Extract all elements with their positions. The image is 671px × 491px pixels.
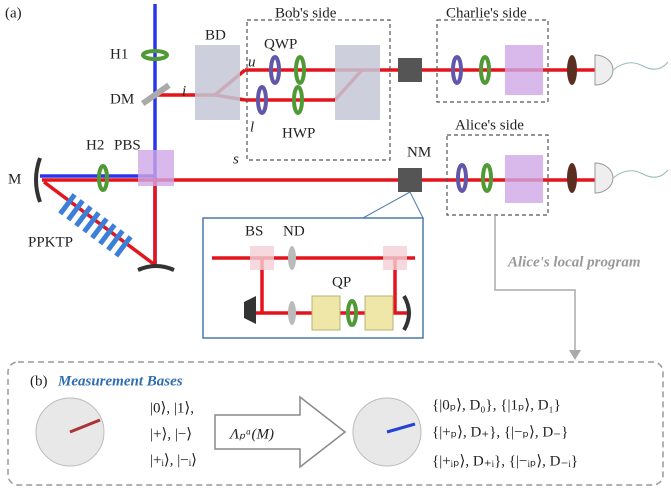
component-label: M bbox=[8, 171, 21, 187]
bs-cube bbox=[250, 246, 274, 270]
detector bbox=[595, 163, 613, 193]
component-label: QWP bbox=[264, 36, 297, 52]
mirror-m bbox=[36, 158, 40, 202]
program-arrowhead bbox=[569, 350, 581, 360]
nm-cube bbox=[398, 168, 422, 192]
basis-line: {|+ₚ⟩, D₊}, {|−ₚ⟩, D₋} bbox=[432, 424, 568, 440]
bd-cube bbox=[335, 45, 380, 120]
component-label: ND bbox=[283, 223, 305, 239]
map-label: Λₚᵃ(M) bbox=[228, 426, 274, 442]
bd-cube bbox=[195, 45, 240, 120]
component-label: BD bbox=[205, 27, 226, 43]
filter bbox=[567, 163, 577, 193]
region-title: Alice's side bbox=[455, 117, 524, 133]
mode-label: u bbox=[248, 54, 256, 70]
region-title: Charlie's side bbox=[446, 5, 527, 21]
nd-filter bbox=[288, 246, 296, 270]
component-label: HWP bbox=[282, 125, 315, 141]
component-label: PPKTP bbox=[28, 234, 73, 250]
component-label: QP bbox=[332, 274, 351, 290]
panel-title: Measurement Bases bbox=[57, 373, 183, 389]
detector bbox=[595, 55, 613, 85]
mode-label: i bbox=[182, 83, 186, 99]
region-title: Bob's side bbox=[275, 5, 337, 21]
inset-pointer bbox=[363, 192, 410, 218]
basis-line: |+⟩, |−⟩ bbox=[150, 426, 192, 442]
pbs-cube bbox=[505, 45, 543, 95]
basis-line: {|+ᵢₚ⟩, D₊ᵢ}, {|−ᵢₚ⟩, D₋ᵢ} bbox=[432, 453, 578, 469]
program-arrow bbox=[495, 215, 575, 352]
qp-plate bbox=[312, 296, 340, 330]
mode-label: l bbox=[250, 119, 254, 135]
qwp-plate bbox=[458, 165, 466, 191]
hwp-plate bbox=[483, 165, 491, 191]
mirror-bottom bbox=[138, 266, 174, 270]
mode-label: s bbox=[233, 151, 239, 167]
component-label: H1 bbox=[110, 46, 128, 62]
panel-label: (b) bbox=[30, 373, 48, 389]
annotation: Alice's local program bbox=[507, 254, 641, 270]
inset-pointer bbox=[410, 192, 423, 218]
nm-cube bbox=[398, 58, 422, 82]
nd-filter bbox=[288, 301, 296, 325]
qp-plate bbox=[365, 296, 393, 330]
fiber bbox=[613, 170, 668, 178]
bs-cube bbox=[383, 246, 407, 270]
basis-line: {|0ₚ⟩, D₀}, {|1ₚ⟩, D₁} bbox=[432, 397, 561, 413]
fiber bbox=[613, 62, 668, 70]
basis-line: |0⟩, |1⟩, bbox=[150, 400, 194, 416]
photon-beam bbox=[44, 182, 155, 265]
component-label: H2 bbox=[86, 137, 104, 153]
filter bbox=[567, 55, 577, 85]
panel-label: (a) bbox=[5, 5, 22, 21]
component-label: DM bbox=[110, 91, 134, 107]
component-label: PBS bbox=[114, 137, 141, 153]
component-label: BS bbox=[245, 223, 263, 239]
basis-line: |+ᵢ⟩, |−ᵢ⟩ bbox=[150, 452, 197, 468]
pbs-cube bbox=[138, 150, 174, 186]
pbs-cube bbox=[505, 155, 543, 203]
h2-plate bbox=[99, 166, 107, 190]
inset-mirror bbox=[244, 296, 256, 324]
component-label: NM bbox=[407, 144, 431, 160]
setup-figure: (a) Bob's side Charlie's side Alice's si… bbox=[0, 0, 671, 491]
